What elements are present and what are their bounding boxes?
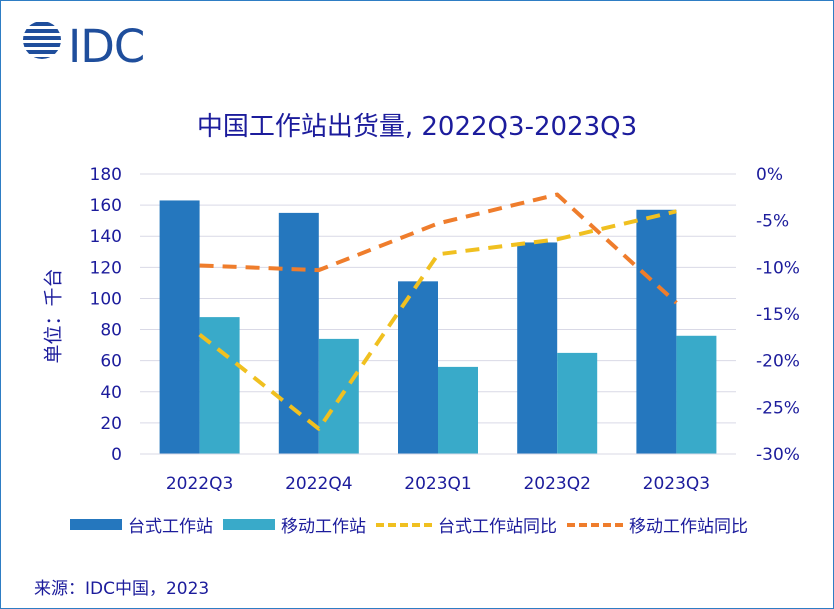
idc-globe-icon bbox=[23, 22, 61, 59]
y-tick-label: 40 bbox=[100, 383, 122, 403]
legend: 台式工作站 移动工作站 台式工作站同比 移动工作站同比 bbox=[70, 512, 758, 537]
bar-desktop bbox=[278, 212, 319, 454]
y-tick-label: 100 bbox=[90, 289, 122, 309]
bar-desktop bbox=[159, 200, 200, 454]
x-tick-label: 2022Q4 bbox=[285, 474, 352, 494]
x-tick-label: 2023Q1 bbox=[404, 474, 471, 494]
bar-desktop bbox=[398, 281, 438, 454]
y2-tick-label: -30% bbox=[756, 445, 800, 465]
legend-item-desktop-yoy: 台式工作站同比 bbox=[376, 512, 557, 537]
legend-label-desktop: 台式工作站 bbox=[128, 517, 213, 537]
chart-title: 中国工作站出货量, 2022Q3-2023Q3 bbox=[196, 112, 638, 142]
legend-label-mobile: 移动工作站 bbox=[281, 517, 366, 537]
y2-tick-label: -20% bbox=[756, 352, 800, 372]
legend-label-mobile-yoy: 移动工作站同比 bbox=[629, 517, 748, 537]
legend-label-desktop-yoy: 台式工作站同比 bbox=[438, 517, 557, 537]
y2-tick-label: -25% bbox=[756, 398, 800, 418]
y-tick-label: 180 bbox=[90, 165, 122, 185]
line-desktop-yoy bbox=[198, 209, 677, 431]
y2-tick-label: -10% bbox=[756, 258, 800, 278]
legend-swatch-mobile-yoy bbox=[567, 522, 623, 527]
y-tick-label: 80 bbox=[100, 321, 122, 341]
bar-mobile bbox=[676, 335, 717, 454]
bar-desktop bbox=[636, 209, 677, 454]
bar-mobile bbox=[438, 366, 478, 454]
y2-tick-label: -5% bbox=[756, 212, 789, 232]
legend-swatch-mobile bbox=[223, 519, 275, 530]
y2-tick-label: 0% bbox=[756, 165, 783, 185]
legend-item-desktop: 台式工作站 bbox=[70, 512, 213, 537]
x-tick-label: 2022Q3 bbox=[166, 474, 233, 494]
legend-item-mobile: 移动工作站 bbox=[223, 512, 366, 537]
y-tick-label: 160 bbox=[90, 196, 122, 216]
x-tick-label: 2023Q2 bbox=[523, 474, 590, 494]
legend-swatch-desktop bbox=[70, 519, 122, 530]
source-note: 来源：IDC中国，2023 bbox=[34, 579, 210, 599]
x-tick-label: 2023Q3 bbox=[643, 474, 710, 494]
y-tick-label: 140 bbox=[90, 227, 122, 247]
legend-swatch-desktop-yoy bbox=[376, 522, 432, 527]
logo-text: IDC bbox=[68, 20, 145, 73]
legend-item-mobile-yoy: 移动工作站同比 bbox=[567, 512, 748, 537]
bar-mobile bbox=[557, 352, 598, 454]
y-tick-label: 0 bbox=[111, 445, 122, 465]
y2-tick-label: -15% bbox=[756, 305, 800, 325]
line-mobile-yoy bbox=[199, 192, 678, 305]
y-tick-label: 20 bbox=[100, 414, 122, 434]
idc-logo: IDC bbox=[20, 18, 170, 73]
y-tick-label: 120 bbox=[90, 258, 122, 278]
y-tick-label: 60 bbox=[100, 352, 122, 372]
bar-desktop bbox=[517, 242, 558, 454]
